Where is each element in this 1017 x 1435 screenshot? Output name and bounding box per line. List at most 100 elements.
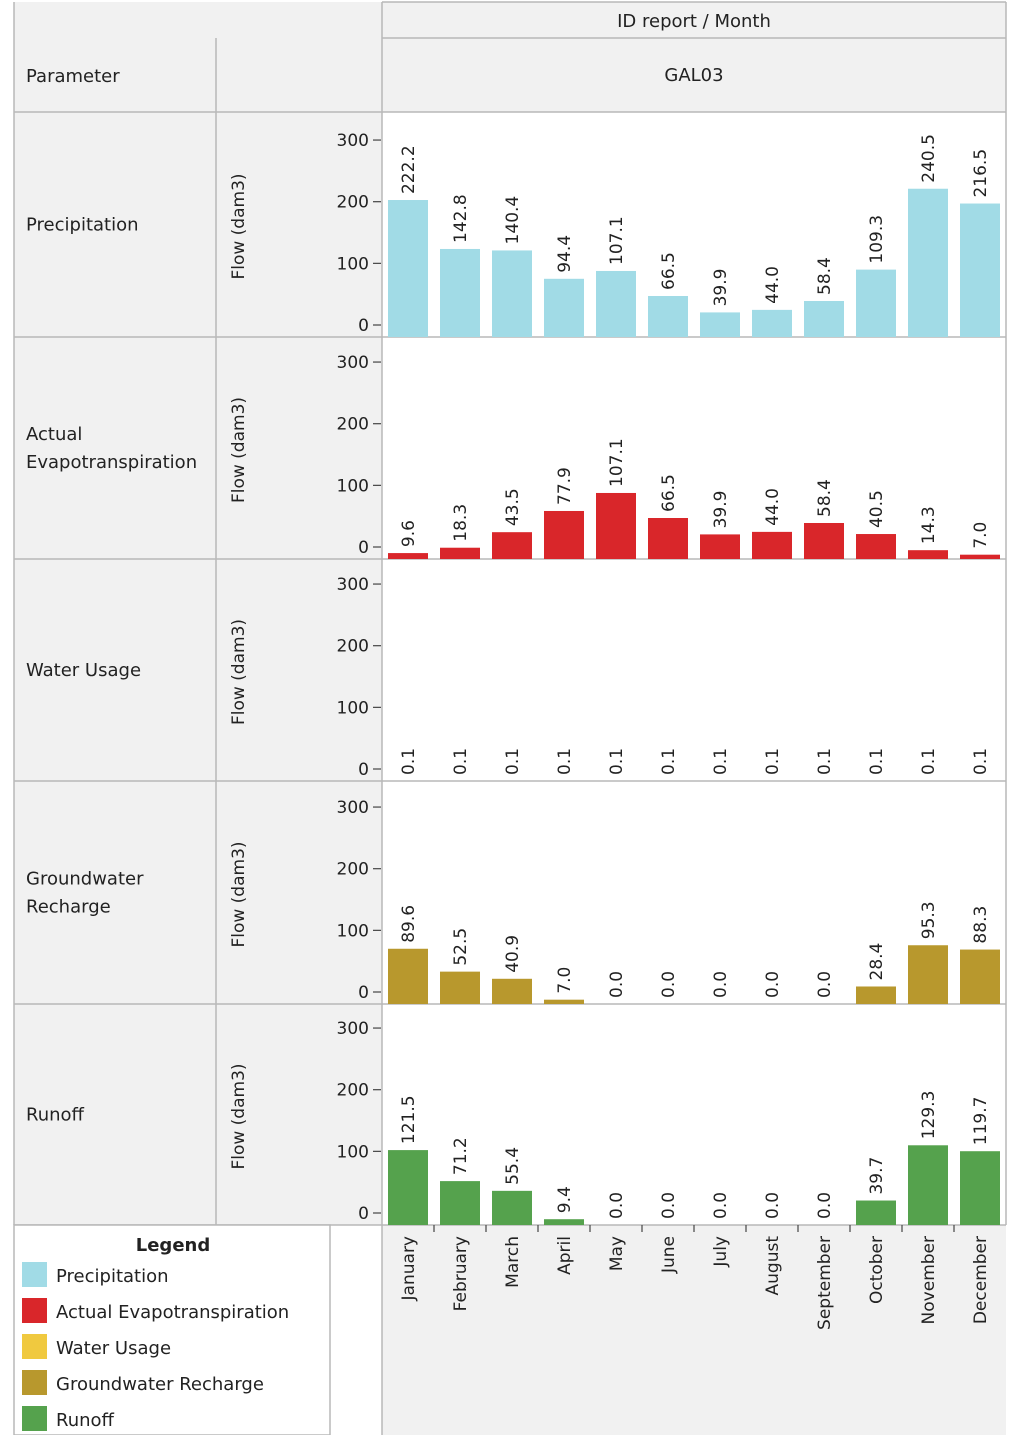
data-label: 77.9 [555, 467, 575, 505]
y-tick-label: 0 [358, 983, 369, 1003]
bar-november [908, 188, 948, 337]
data-label: 0.1 [399, 748, 419, 775]
data-label: 71.2 [451, 1137, 471, 1175]
bar-may [596, 492, 636, 559]
panel-3: Water Usage Flow (dam3) 0 100 200 300 0.1 0.1 0.… [14, 575, 1006, 782]
legend-swatch [22, 1406, 47, 1431]
data-label: 0.1 [711, 748, 731, 775]
panels-group: Precipitation Flow (dam3) 0 100 200 300 222.2 1… [14, 131, 1006, 1226]
data-label: 39.9 [711, 269, 731, 307]
data-label: 240.5 [919, 134, 939, 183]
legend-title: Legend [136, 1235, 210, 1256]
bar-february [440, 248, 480, 337]
panel-1: Precipitation Flow (dam3) 0 100 200 300 222.2 1… [14, 131, 1006, 338]
y-tick-label: 200 [337, 860, 369, 880]
y-tick-label: 200 [337, 193, 369, 213]
bar-march [492, 1190, 532, 1225]
data-label: 140.4 [503, 196, 523, 245]
y-tick-label: 100 [337, 921, 369, 941]
header-left-bg [14, 2, 382, 112]
x-axis-labels: January February March April May June July Augu… [399, 1225, 991, 1330]
data-label: 0.1 [555, 748, 575, 775]
data-label: 107.1 [607, 438, 627, 487]
row-label: Evapotranspiration [26, 452, 197, 473]
data-label: 18.3 [451, 504, 471, 542]
panel-5: Runoff Flow (dam3) 0 100 200 300 121.5 71.2 55.4… [14, 1019, 1006, 1226]
bar-october [856, 534, 896, 559]
legend-box [13, 1224, 331, 1435]
y-axis-label: Flow (dam3) [229, 619, 249, 725]
y-axis-label: Flow (dam3) [229, 397, 249, 503]
frame-lines [13, 1, 1007, 1435]
bar-january [388, 948, 428, 1004]
bar-november [908, 945, 948, 1004]
bar-february [440, 1181, 480, 1225]
data-label: 7.0 [555, 967, 575, 994]
panel-4: Groundwater Recharge Flow (dam3) 0 100 200 300… [14, 798, 1006, 1005]
y-axis-label: Flow (dam3) [229, 841, 249, 947]
data-label: 0.1 [867, 748, 887, 775]
x-tick-label: July [711, 1236, 731, 1268]
data-label: 9.4 [555, 1186, 575, 1213]
data-label: 0.1 [451, 748, 471, 775]
data-label: 222.2 [399, 145, 419, 194]
data-label: 44.0 [763, 266, 783, 304]
bar-april [544, 999, 584, 1004]
data-label: 44.0 [763, 488, 783, 526]
data-label: 0.0 [711, 971, 731, 998]
bar-january [388, 200, 428, 337]
x-tick-label: May [607, 1236, 627, 1271]
data-label: 52.5 [451, 928, 471, 966]
data-label: 0.1 [763, 748, 783, 775]
legend-label: Groundwater Recharge [56, 1374, 264, 1395]
parameter-header: Parameter [26, 66, 120, 87]
bar-october [856, 269, 896, 337]
bottom-right-bg [382, 1225, 1006, 1435]
y-axis-label: Flow (dam3) [229, 173, 249, 279]
data-label: 0.1 [919, 748, 939, 775]
legend-label: Actual Evapotranspiration [56, 1302, 289, 1323]
data-label: 142.8 [451, 194, 471, 243]
row-label: Groundwater [26, 869, 144, 890]
bar-january [388, 1150, 428, 1225]
row-label-bg [14, 112, 382, 1225]
bar-april [544, 278, 584, 337]
legend-swatch [22, 1298, 47, 1323]
data-label: 0.1 [607, 748, 627, 775]
legend-swatch [22, 1370, 47, 1395]
y-tick-label: 300 [337, 353, 369, 373]
bar-june [648, 518, 688, 559]
data-label: 43.5 [503, 488, 523, 526]
data-label: 94.4 [555, 235, 575, 273]
bar-september [804, 300, 844, 337]
bar-july [700, 534, 740, 559]
y-tick-label: 100 [337, 1142, 369, 1162]
data-label: 9.6 [399, 520, 419, 547]
bar-july [700, 312, 740, 337]
bar-january [388, 553, 428, 559]
data-label: 0.1 [815, 748, 835, 775]
y-axis-label: Flow (dam3) [229, 1063, 249, 1169]
legend-swatch [22, 1334, 47, 1359]
row-label: Water Usage [26, 660, 141, 681]
x-tick-label: August [763, 1236, 783, 1296]
x-tick-label: February [451, 1236, 471, 1311]
x-tick-label: March [503, 1236, 523, 1288]
legend-label: Runoff [56, 1410, 115, 1431]
data-label: 107.1 [607, 216, 627, 265]
data-label: 0.0 [659, 1192, 679, 1219]
bar-december [960, 554, 1000, 559]
bar-february [440, 547, 480, 559]
data-label: 40.5 [867, 490, 887, 528]
data-label: 55.4 [503, 1147, 523, 1185]
data-label: 7.0 [971, 522, 991, 549]
data-label: 216.5 [971, 149, 991, 198]
row-label: Runoff [26, 1105, 85, 1126]
bar-august [752, 309, 792, 337]
y-tick-label: 0 [358, 760, 369, 780]
data-label: 28.4 [867, 943, 887, 981]
legend-label: Water Usage [56, 1338, 171, 1359]
station-label: GAL03 [664, 65, 723, 86]
bar-may [596, 270, 636, 337]
